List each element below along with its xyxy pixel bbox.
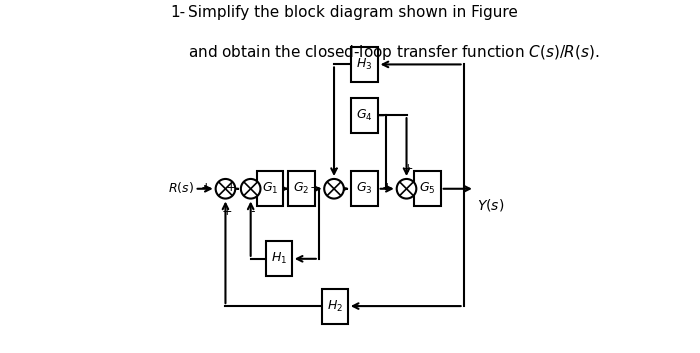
Circle shape <box>397 179 416 199</box>
Text: +: + <box>403 162 414 175</box>
Circle shape <box>324 179 344 199</box>
Text: +: + <box>309 180 320 193</box>
FancyBboxPatch shape <box>351 47 377 82</box>
Text: $G_4$: $G_4$ <box>356 108 373 123</box>
Text: $G_3$: $G_3$ <box>356 181 373 196</box>
FancyBboxPatch shape <box>321 288 348 324</box>
Text: $Y(s)$: $Y(s)$ <box>477 197 504 213</box>
FancyBboxPatch shape <box>265 241 292 276</box>
Text: +: + <box>226 180 237 193</box>
Text: +: + <box>382 180 393 193</box>
Text: $G_1$: $G_1$ <box>262 181 278 196</box>
Text: $H_1$: $H_1$ <box>271 251 287 267</box>
Text: and obtain the closed-loop transfer function $C(s)/R(s)$.: and obtain the closed-loop transfer func… <box>188 43 599 62</box>
Text: -: - <box>250 205 255 218</box>
Text: $H_2$: $H_2$ <box>327 299 343 313</box>
FancyBboxPatch shape <box>351 98 377 133</box>
Text: +: + <box>201 180 211 193</box>
FancyBboxPatch shape <box>257 171 283 206</box>
Text: $R(s)$: $R(s)$ <box>168 180 194 195</box>
Text: $G_2$: $G_2$ <box>293 181 309 196</box>
Circle shape <box>216 179 235 199</box>
FancyBboxPatch shape <box>288 171 314 206</box>
FancyBboxPatch shape <box>414 171 441 206</box>
Text: Simplify the block diagram shown in Figure: Simplify the block diagram shown in Figu… <box>188 5 517 20</box>
Text: +: + <box>222 205 232 218</box>
Text: $H_3$: $H_3$ <box>356 57 372 72</box>
Text: -: - <box>333 162 338 175</box>
Circle shape <box>241 179 260 199</box>
Text: $G_5$: $G_5$ <box>419 181 436 196</box>
FancyBboxPatch shape <box>351 171 377 206</box>
Text: 1-: 1- <box>170 5 186 20</box>
